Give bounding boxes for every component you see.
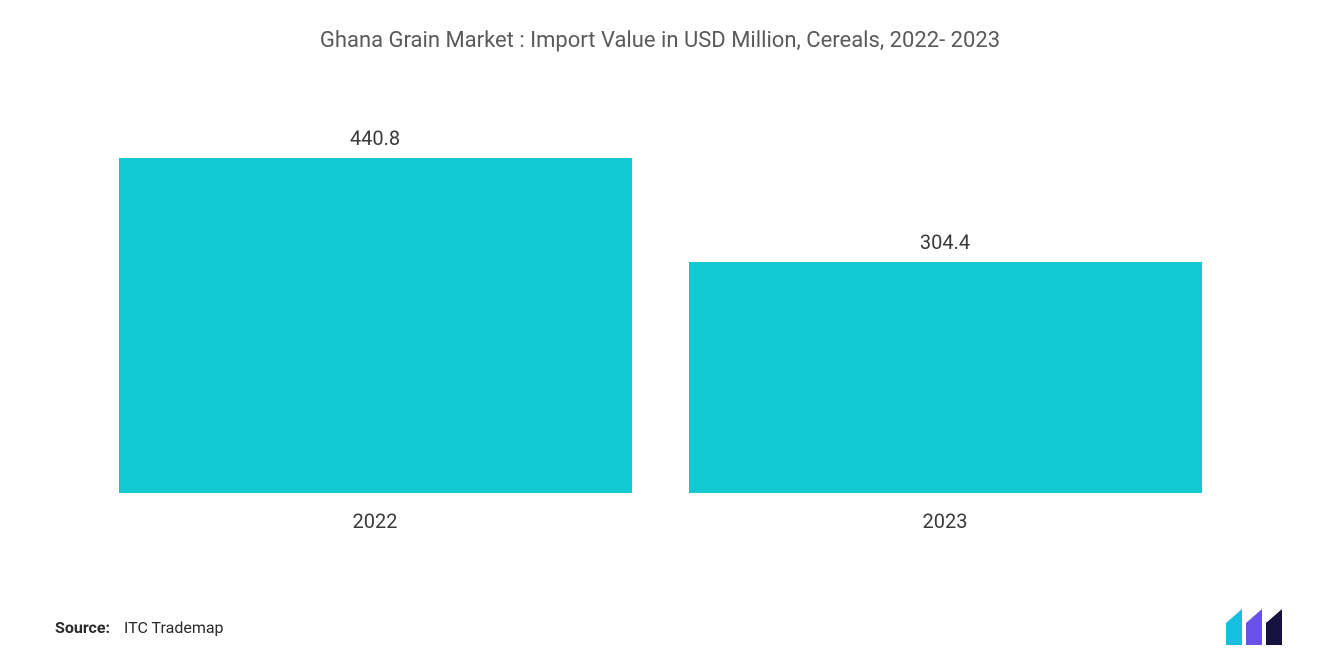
bar-value-0: 440.8 xyxy=(350,126,400,150)
bar-0 xyxy=(119,158,632,493)
bars-row: 440.8 304.4 xyxy=(50,73,1270,493)
plot-area: 440.8 304.4 2022 2023 xyxy=(50,73,1270,533)
chart-title: Ghana Grain Market : Import Value in USD… xyxy=(50,28,1270,53)
bar-value-1: 304.4 xyxy=(920,230,970,254)
brand-logo-icon xyxy=(1226,609,1282,645)
chart-container: Ghana Grain Market : Import Value in USD… xyxy=(0,0,1320,665)
source-label: Source: xyxy=(55,618,110,637)
bar-group-1: 304.4 xyxy=(689,73,1202,493)
bar-group-0: 440.8 xyxy=(119,73,632,493)
source-line: Source: ITC Trademap xyxy=(55,618,224,637)
source-text: ITC Trademap xyxy=(124,618,224,637)
x-label-1: 2023 xyxy=(689,509,1202,533)
bar-1 xyxy=(689,262,1202,493)
x-axis-labels: 2022 2023 xyxy=(50,509,1270,533)
x-label-0: 2022 xyxy=(119,509,632,533)
